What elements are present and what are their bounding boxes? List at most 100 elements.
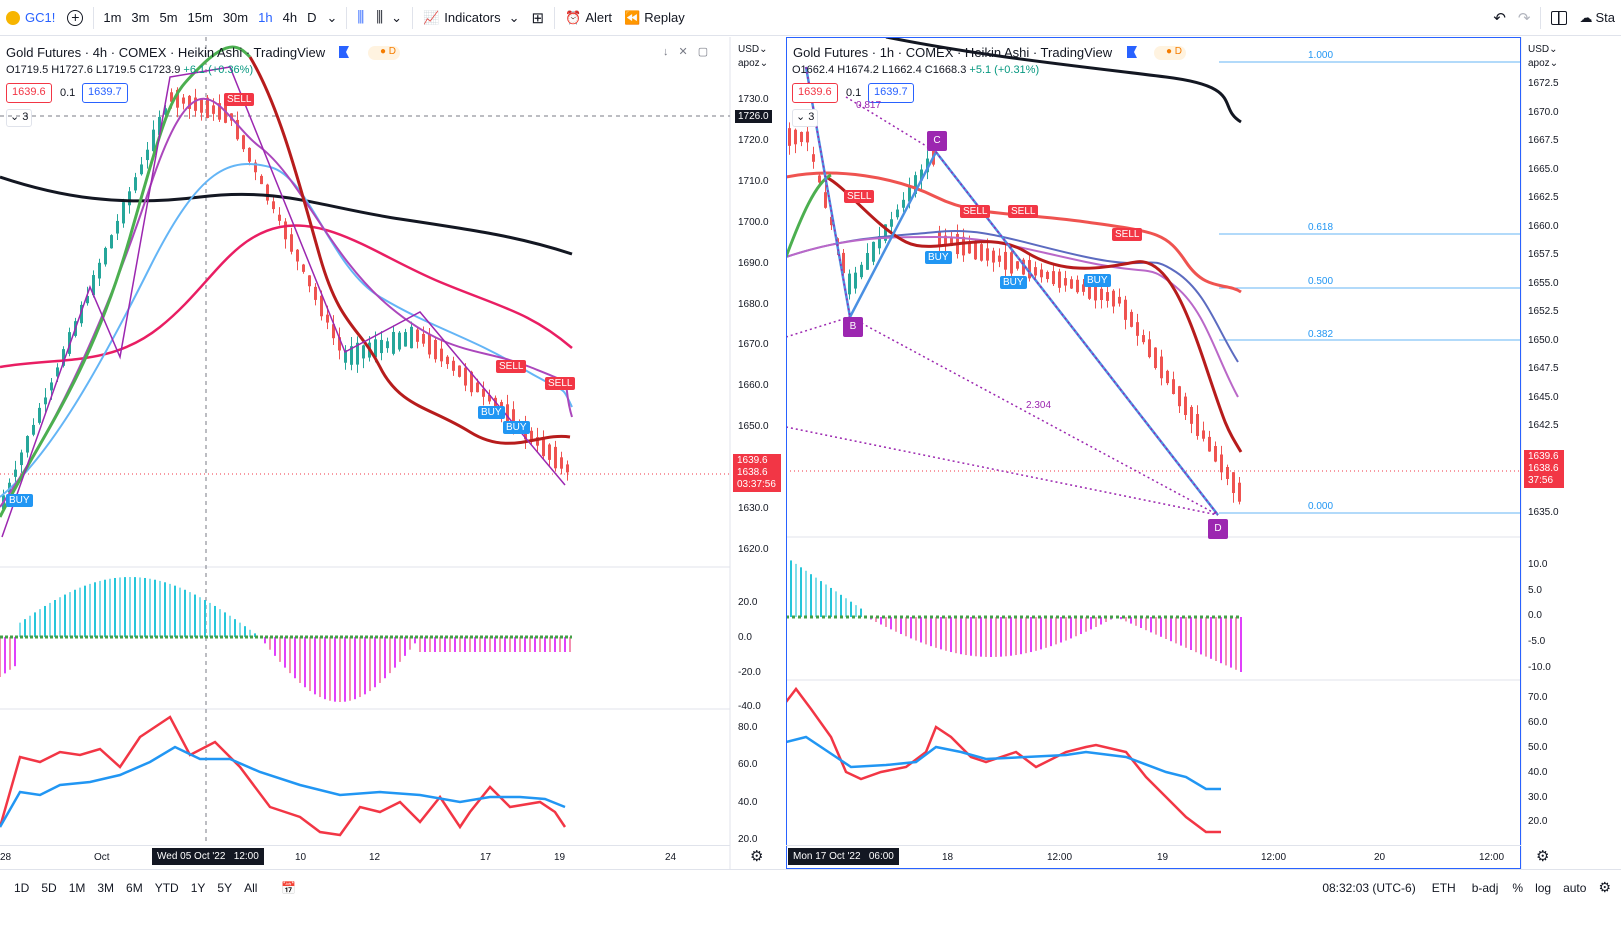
clock[interactable]: 08:32:03 (UTC-6): [1322, 880, 1416, 895]
gold-icon: [6, 10, 20, 25]
right-chart-pane[interactable]: Gold Futures · 1h · COMEX · Heikin Ashi …: [786, 37, 1621, 869]
low-value: L1719.5: [95, 64, 136, 76]
last-price-label: 1639.6 1638.6 37:56: [1524, 450, 1564, 488]
tf-30m[interactable]: 30m: [222, 10, 249, 25]
candle-body: [242, 135, 245, 150]
candle-body: [854, 272, 857, 289]
go-to-date-icon[interactable]: 📅: [281, 880, 297, 895]
right-time-axis[interactable]: Mon 17 Oct '22 06:00 18 12:00 19 12:00 2…: [786, 845, 1521, 869]
sell-price-box[interactable]: 1639.6: [6, 83, 52, 103]
candle-body: [206, 97, 209, 118]
settings-icon[interactable]: ⚙: [1598, 879, 1611, 895]
candle-body: [314, 286, 317, 300]
sell-price-box[interactable]: 1639.6: [792, 83, 838, 103]
right-chart-canvas[interactable]: [786, 37, 1621, 869]
redo-button[interactable]: ↷: [1512, 0, 1537, 36]
close-icon[interactable]: ✕: [678, 46, 698, 58]
range-1m[interactable]: 1M: [68, 880, 86, 895]
red-ma-line: [786, 171, 1242, 294]
arrow-down-icon[interactable]: ↓: [663, 46, 679, 58]
close-value: C1668.3: [924, 64, 967, 76]
undo-button[interactable]: ↶: [1487, 0, 1512, 36]
left-price-axis[interactable]: USD⌄ apoz⌄ 1730.0 1720.0 1710.0 1700.0 1…: [731, 37, 785, 845]
tf-1h[interactable]: 1h: [258, 10, 273, 25]
percent-toggle[interactable]: %: [1512, 880, 1524, 895]
layout-button[interactable]: [1545, 0, 1573, 36]
price-tick: 1670.0: [738, 339, 769, 350]
right-price-axis[interactable]: USD⌄ apoz⌄ 1672.5 1670.0 1667.5 1665.0 1…: [1522, 37, 1621, 845]
pattern-point-d[interactable]: D: [1208, 519, 1228, 539]
pink-ma-line: [0, 224, 573, 369]
bar-style-button[interactable]: ⫼: [351, 0, 370, 36]
chevron-down-icon[interactable]: ⌄: [326, 9, 338, 25]
save-cloud-button[interactable]: ☁ Sta: [1573, 0, 1621, 36]
candle-body: [1136, 322, 1139, 336]
symbol-search[interactable]: GC1!: [0, 0, 61, 36]
left-time-axis[interactable]: 28 Oct 10 12 17 19 24 Wed 05 Oct '22 12:…: [0, 845, 730, 869]
chart-type-button[interactable]: ⫼ ⌄: [370, 0, 408, 36]
tf-15m[interactable]: 15m: [187, 10, 213, 25]
candle-body: [56, 367, 59, 377]
range-6m[interactable]: 6M: [126, 880, 143, 895]
currency-label[interactable]: USD⌄: [738, 44, 768, 55]
collapse-indicators-button[interactable]: ⌄ 3: [792, 109, 818, 127]
candle-body: [1058, 271, 1061, 288]
range-1y[interactable]: 1Y: [190, 880, 206, 895]
close-value: C1723.9: [138, 64, 181, 76]
candle-body: [896, 209, 899, 218]
range-5d[interactable]: 5D: [41, 880, 57, 895]
range-1d[interactable]: 1D: [14, 880, 30, 895]
currency-label[interactable]: USD⌄: [1528, 44, 1558, 55]
candle-body: [128, 191, 131, 206]
compare-button[interactable]: +: [61, 0, 89, 36]
candle-body: [1040, 269, 1043, 278]
candle-body: [386, 341, 389, 349]
pattern-point-c[interactable]: C: [927, 131, 947, 151]
darkred-ma-line: [248, 56, 571, 445]
candle-body: [560, 457, 563, 469]
change-value: +6.1 (+0.36%): [183, 64, 254, 76]
indicators-button[interactable]: 📈 Indicators ⌄: [417, 0, 525, 36]
maximize-icon[interactable]: ▢: [697, 46, 719, 58]
grid-icon: ⊞: [531, 9, 545, 27]
range-ytd[interactable]: YTD: [154, 880, 179, 895]
time-tick: Oct: [94, 852, 110, 863]
collapse-indicators-button[interactable]: ⌄ 3: [6, 109, 32, 127]
tf-1m[interactable]: 1m: [103, 10, 122, 25]
tf-4h[interactable]: 4h: [282, 10, 298, 25]
time-tick: 18: [942, 852, 954, 863]
templates-button[interactable]: ⊞: [526, 0, 551, 36]
range-5y[interactable]: 5Y: [217, 880, 233, 895]
unit-label[interactable]: apoz⌄: [738, 58, 769, 69]
candle-body: [278, 214, 281, 221]
tf-3m[interactable]: 3m: [131, 10, 150, 25]
candle-body: [260, 175, 263, 185]
alert-button[interactable]: ⏰ Alert: [559, 0, 618, 36]
divider: [1540, 6, 1542, 29]
adjust-toggle[interactable]: b-adj: [1471, 880, 1499, 895]
buy-price-box[interactable]: 1639.7: [868, 83, 914, 103]
candle-body: [866, 253, 869, 270]
left-chart-pane[interactable]: Gold Futures · 4h · COMEX · Heikin Ashi …: [0, 37, 785, 869]
status-dots-icon: ● D: [368, 46, 400, 60]
buy-price-box[interactable]: 1639.7: [82, 83, 128, 103]
settings-icon[interactable]: ⚙: [750, 848, 764, 865]
tf-5m[interactable]: 5m: [159, 10, 178, 25]
unit-label[interactable]: apoz⌄: [1528, 58, 1559, 69]
candle-body: [542, 437, 545, 457]
purple-ma-line: [0, 97, 573, 508]
session-toggle[interactable]: ETH: [1431, 880, 1456, 895]
auto-toggle[interactable]: auto: [1563, 880, 1587, 895]
left-chart-canvas[interactable]: [0, 37, 785, 869]
sell-signal: SELL: [960, 205, 991, 218]
candle-body: [14, 469, 17, 477]
range-3m[interactable]: 3M: [97, 880, 115, 895]
range-all[interactable]: All: [244, 880, 258, 895]
pattern-point-b[interactable]: B: [843, 317, 863, 337]
candle-body: [1034, 267, 1037, 276]
replay-button[interactable]: ⏪ Replay: [618, 0, 691, 36]
log-toggle[interactable]: log: [1535, 880, 1552, 895]
harmonic-pattern-purple: [786, 66, 1219, 516]
tf-d[interactable]: D: [307, 10, 317, 25]
settings-icon[interactable]: ⚙: [1536, 848, 1550, 865]
